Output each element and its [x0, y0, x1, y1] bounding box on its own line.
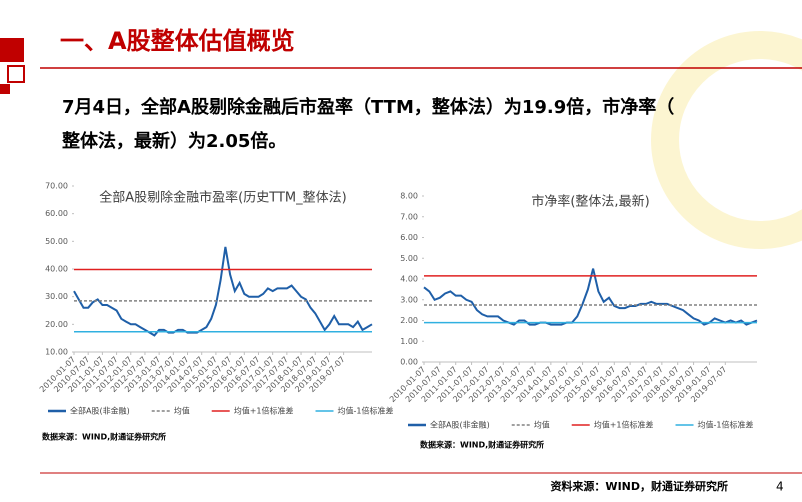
legend-label: 均值: [534, 420, 550, 430]
legend-label: 全部A股(非金融): [430, 420, 490, 430]
legend-label: 均值-1倍标准差: [338, 406, 394, 416]
y-tick-label: 4.00: [400, 275, 418, 284]
page-number: 4: [776, 480, 784, 494]
body-line: 整体法，最新）为2.05倍。: [61, 130, 286, 152]
legend-label: 均值-1倍标准差: [698, 420, 754, 430]
chart-title: 市净率(整体法,最新): [531, 194, 649, 210]
chart-note: 数据来源：WIND,财通证券研究所: [42, 432, 166, 442]
chart-title: 全部A股剔除金融市盈率(历史TTM_整体法): [99, 190, 346, 206]
y-tick-label: 2.00: [400, 316, 418, 325]
body-line: 7月4日，全部A股剔除金融后市盈率（TTM，整体法）为19.9倍，市净率（: [62, 96, 674, 118]
y-tick-label: 6.00: [400, 233, 418, 242]
slide-title: 一、A股整体估值概览: [60, 27, 295, 55]
y-tick-label: 20.00: [45, 320, 68, 329]
chart-note: 数据来源：WIND,财通证券研究所: [420, 440, 544, 450]
y-tick-label: 50.00: [45, 237, 68, 246]
series-line: [423, 268, 758, 326]
legend-label: 全部A股(非金融): [70, 406, 130, 416]
decor: [651, 31, 802, 249]
y-tick-label: 5.00: [400, 254, 418, 263]
y-tick-label: 70.00: [45, 182, 68, 191]
series-line: [73, 246, 373, 337]
decor-square: [0, 38, 24, 62]
decor-square: [0, 84, 10, 94]
y-tick-label: 40.00: [45, 265, 68, 274]
legend-label: 均值: [174, 406, 190, 416]
footer-source: 资料来源：WIND，财通证券研究所: [550, 479, 728, 493]
y-tick-label: 3.00: [400, 295, 418, 304]
legend-label: 均值+1倍标准差: [234, 406, 294, 416]
y-tick-label: 30.00: [45, 292, 68, 301]
y-tick-label: 8.00: [400, 192, 418, 201]
y-tick-label: 60.00: [45, 209, 68, 218]
decor-square: [7, 65, 25, 83]
decor-ring: [651, 31, 802, 249]
y-tick-label: 10.00: [45, 348, 68, 357]
y-tick-label: 7.00: [400, 212, 418, 221]
y-tick-label: 0.00: [400, 358, 418, 367]
legend-label: 均值+1倍标准差: [594, 420, 654, 430]
y-tick-label: 1.00: [400, 337, 418, 346]
